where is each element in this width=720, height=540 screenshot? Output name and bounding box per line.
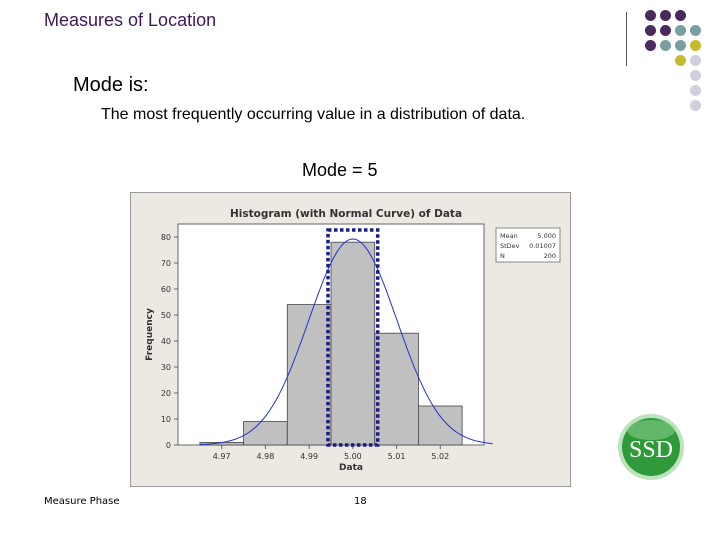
x-tick-label: 4.99 [300,452,318,461]
slide-title: Measures of Location [44,10,217,30]
decorative-dot [690,55,701,66]
stats-label: Mean [500,232,518,240]
page-number: 18 [354,496,367,507]
stats-value: 200 [544,252,556,260]
decorative-dot [690,85,701,96]
stats-label: N [500,252,505,260]
ssd-logo: SSD [618,414,684,480]
logo-text: SSD [629,437,673,463]
decorative-dot [645,40,656,51]
histogram-chart: Histogram (with Normal Curve) of Data 0 10… [130,192,571,487]
decorative-dot [645,10,656,21]
decorative-dot [675,40,686,51]
divider-line [626,12,627,66]
y-tick-label: 0 [166,441,171,450]
decorative-dot [690,40,701,51]
decorative-dots [640,10,720,120]
y-axis-label: Frequency [145,308,155,361]
decorative-dot [690,100,701,111]
definition-heading: Mode is: [73,74,149,96]
y-tick-label: 60 [161,285,171,294]
y-tick-label: 40 [161,337,171,346]
decorative-dot [690,70,701,81]
chart-title: Histogram (with Normal Curve) of Data [230,208,462,220]
definition-text: The most frequently occurring value in a… [101,106,526,123]
x-tick-label: 5.02 [431,452,449,461]
decorative-dot [690,25,701,36]
histogram-bar [286,304,332,446]
x-tick-label: 5.01 [388,452,406,461]
y-tick-label: 80 [161,233,171,242]
decorative-dot [675,10,686,21]
histogram-bar [243,421,288,446]
stats-value: 0.01007 [529,242,556,250]
decorative-dot [660,25,671,36]
histogram-bar [374,332,419,446]
decorative-dot [675,55,686,66]
decorative-dot [675,25,686,36]
normal-curve [199,238,493,445]
histogram-svg: Histogram (with Normal Curve) of Data 0 10… [130,192,571,487]
decorative-dot [645,25,656,36]
footer-section: Measure Phase [44,496,120,507]
x-tick-label: 5.00 [344,452,362,461]
y-tick-label: 30 [161,363,171,372]
x-tick-label: 4.98 [257,452,275,461]
y-tick-label: 50 [161,311,171,320]
x-axis-label: Data [339,463,363,473]
mode-statement: Mode = 5 [302,160,378,180]
y-tick-label: 20 [161,389,171,398]
stats-box [495,227,561,263]
y-tick-label: 10 [161,415,171,424]
y-tick-label: 70 [161,259,171,268]
stats-value: 5.000 [537,232,556,240]
histogram-bar [418,405,463,446]
histogram-bar [330,241,376,446]
decorative-dot [660,10,671,21]
x-tick-label: 4.97 [213,452,231,461]
mode-highlight [326,228,380,447]
decorative-dot [660,40,671,51]
stats-label: StDev [500,242,520,250]
